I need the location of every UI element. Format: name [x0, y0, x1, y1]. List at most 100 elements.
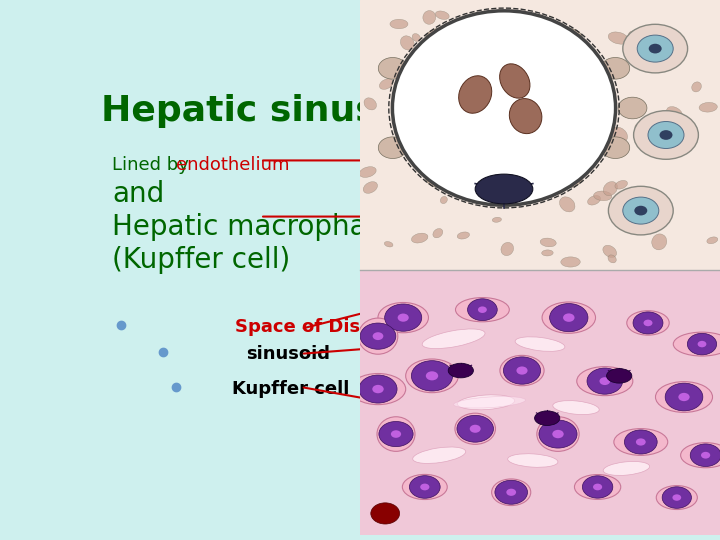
- Ellipse shape: [537, 417, 579, 451]
- Ellipse shape: [510, 25, 525, 38]
- Ellipse shape: [456, 298, 509, 322]
- Ellipse shape: [492, 479, 531, 505]
- Circle shape: [372, 385, 384, 393]
- Ellipse shape: [586, 146, 601, 160]
- Circle shape: [633, 312, 663, 334]
- Circle shape: [688, 333, 716, 355]
- Circle shape: [426, 166, 454, 187]
- Ellipse shape: [614, 429, 667, 455]
- Circle shape: [360, 323, 396, 349]
- Circle shape: [371, 503, 400, 524]
- Ellipse shape: [699, 103, 717, 112]
- Circle shape: [378, 58, 407, 79]
- Ellipse shape: [680, 443, 720, 468]
- Ellipse shape: [364, 98, 377, 110]
- Text: (Kupffer cell): (Kupffer cell): [112, 246, 291, 274]
- Circle shape: [662, 487, 691, 508]
- Ellipse shape: [377, 417, 415, 451]
- Ellipse shape: [608, 32, 629, 44]
- Ellipse shape: [413, 33, 420, 42]
- Ellipse shape: [475, 174, 533, 204]
- Ellipse shape: [402, 475, 447, 500]
- Ellipse shape: [392, 11, 616, 205]
- Ellipse shape: [508, 454, 558, 467]
- Ellipse shape: [405, 359, 459, 393]
- Circle shape: [490, 18, 518, 39]
- Circle shape: [672, 494, 681, 501]
- Circle shape: [506, 489, 516, 496]
- Circle shape: [637, 35, 673, 62]
- Ellipse shape: [500, 355, 544, 386]
- Text: endothelium: endothelium: [176, 156, 290, 173]
- Ellipse shape: [436, 11, 449, 19]
- Circle shape: [420, 484, 429, 490]
- Ellipse shape: [501, 242, 513, 255]
- Circle shape: [678, 393, 690, 401]
- Ellipse shape: [433, 228, 443, 238]
- Ellipse shape: [457, 232, 469, 239]
- Circle shape: [618, 97, 647, 119]
- Circle shape: [516, 367, 528, 375]
- Ellipse shape: [666, 106, 683, 120]
- Ellipse shape: [575, 475, 621, 500]
- Ellipse shape: [673, 332, 720, 356]
- Ellipse shape: [378, 302, 428, 333]
- Ellipse shape: [459, 76, 492, 113]
- Ellipse shape: [561, 257, 580, 267]
- Ellipse shape: [500, 64, 530, 98]
- Ellipse shape: [422, 329, 485, 349]
- Ellipse shape: [515, 337, 565, 352]
- Circle shape: [648, 122, 684, 148]
- Ellipse shape: [603, 462, 649, 475]
- Circle shape: [379, 422, 413, 447]
- Circle shape: [411, 361, 453, 391]
- Circle shape: [701, 452, 710, 458]
- Circle shape: [600, 377, 610, 385]
- Circle shape: [634, 206, 647, 215]
- Ellipse shape: [553, 401, 599, 415]
- Ellipse shape: [541, 250, 553, 256]
- Ellipse shape: [542, 302, 595, 333]
- Text: Lined by: Lined by: [112, 156, 195, 173]
- Ellipse shape: [615, 180, 628, 189]
- Circle shape: [698, 341, 706, 347]
- Ellipse shape: [593, 191, 612, 201]
- Circle shape: [644, 320, 652, 326]
- Circle shape: [563, 313, 575, 322]
- Ellipse shape: [652, 234, 667, 250]
- Text: and: and: [112, 180, 165, 208]
- Ellipse shape: [608, 255, 616, 263]
- Circle shape: [359, 375, 397, 403]
- Ellipse shape: [655, 382, 713, 413]
- Circle shape: [601, 58, 630, 79]
- Ellipse shape: [358, 318, 398, 354]
- Circle shape: [601, 137, 630, 159]
- Ellipse shape: [351, 374, 405, 404]
- Ellipse shape: [606, 369, 632, 383]
- Ellipse shape: [603, 181, 618, 195]
- Ellipse shape: [413, 447, 466, 463]
- Circle shape: [549, 303, 588, 332]
- Circle shape: [582, 476, 613, 498]
- Circle shape: [391, 430, 401, 438]
- Ellipse shape: [384, 241, 393, 247]
- Circle shape: [378, 137, 407, 159]
- Ellipse shape: [400, 95, 410, 101]
- Circle shape: [457, 415, 493, 442]
- Circle shape: [608, 186, 673, 235]
- Ellipse shape: [637, 205, 650, 212]
- Text: Kupffer cell: Kupffer cell: [233, 380, 350, 398]
- Ellipse shape: [457, 395, 515, 410]
- Ellipse shape: [627, 310, 669, 335]
- Circle shape: [660, 130, 672, 140]
- Circle shape: [554, 29, 582, 50]
- Circle shape: [469, 425, 481, 433]
- Ellipse shape: [454, 396, 526, 408]
- Circle shape: [690, 444, 720, 467]
- Ellipse shape: [540, 238, 557, 247]
- Circle shape: [426, 29, 454, 50]
- Circle shape: [490, 177, 518, 198]
- Ellipse shape: [588, 195, 600, 205]
- Ellipse shape: [441, 197, 447, 204]
- Ellipse shape: [577, 150, 586, 158]
